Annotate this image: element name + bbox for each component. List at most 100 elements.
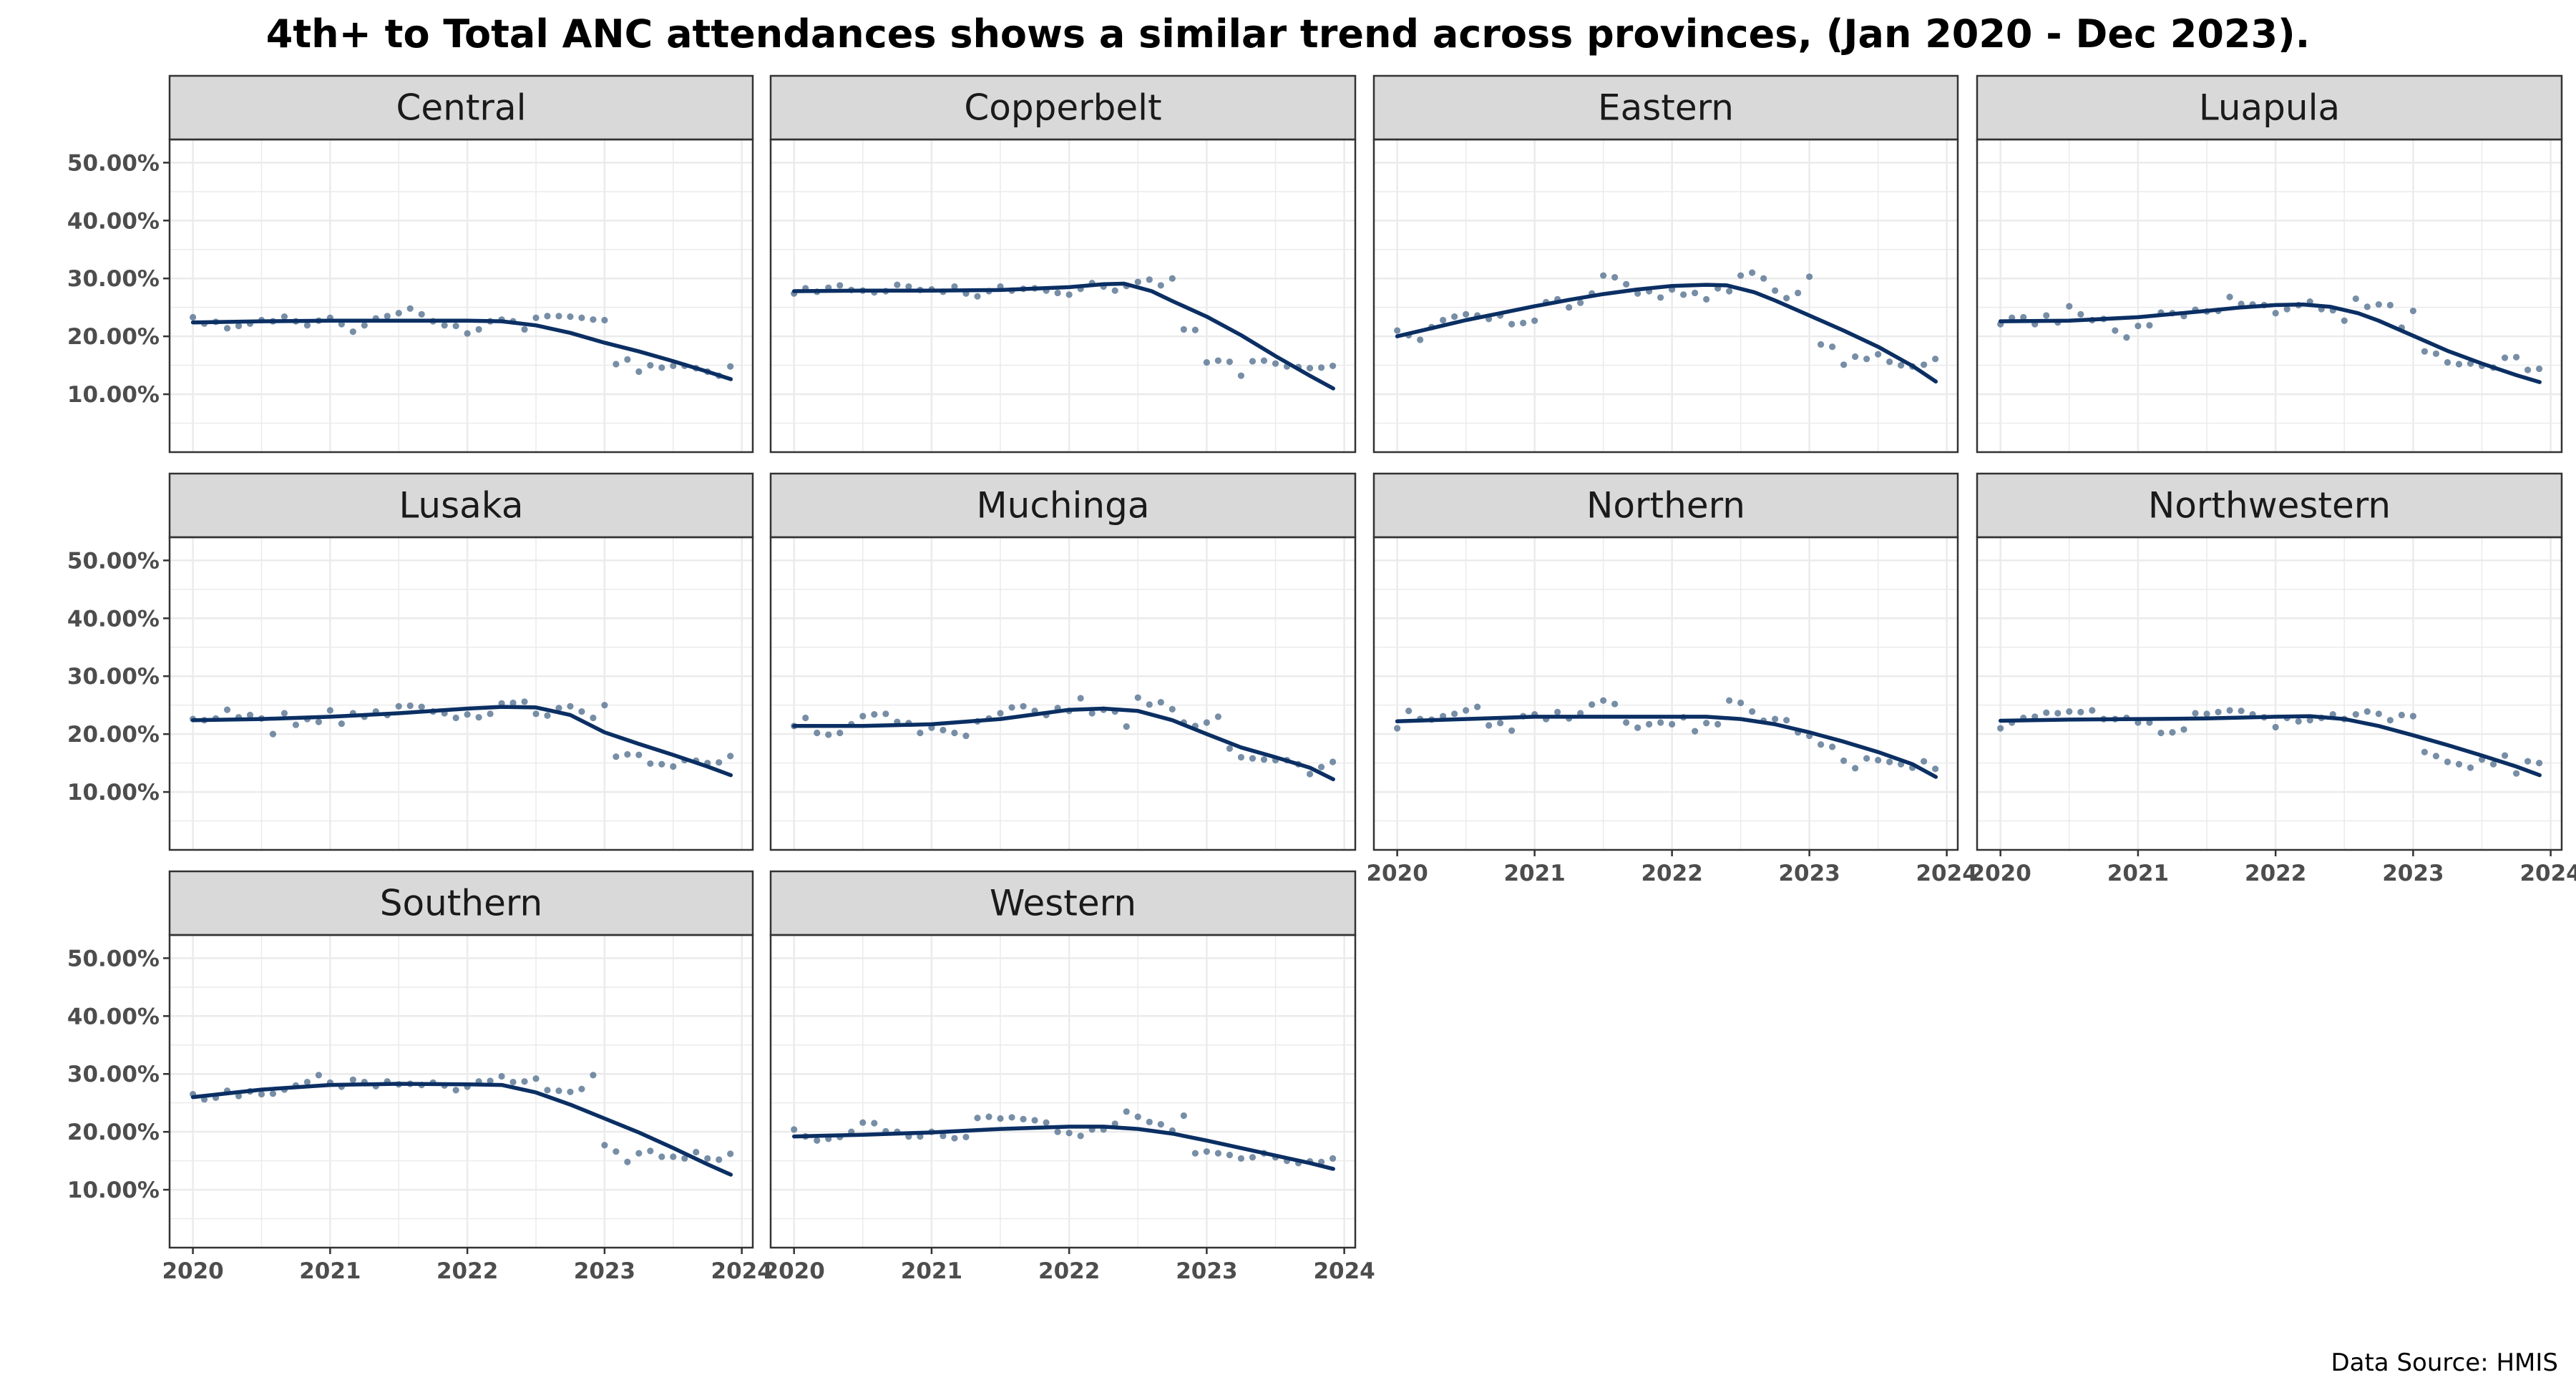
data-point [1214, 357, 1222, 364]
data-point [962, 732, 970, 740]
data-point [997, 1115, 1004, 1122]
panel-background [771, 537, 1355, 850]
panel-border [168, 138, 754, 454]
data-point [1554, 708, 1561, 715]
facet-strip [1372, 74, 1959, 141]
data-point [658, 364, 665, 371]
data-point [1249, 755, 1257, 762]
data-point [2089, 707, 2096, 714]
data-point [544, 1087, 551, 1094]
data-point [1818, 341, 1825, 348]
panel-border [168, 934, 754, 1249]
facet-label: Central [396, 87, 526, 129]
data-point [2512, 770, 2520, 777]
facet-label: Northern [1586, 485, 1745, 527]
data-point [1829, 343, 1836, 351]
data-point [1180, 326, 1187, 333]
data-point [1634, 290, 1641, 297]
panel-background [170, 140, 753, 452]
data-point [2524, 366, 2532, 373]
data-point [1508, 320, 1516, 328]
trend-line [791, 1125, 1335, 1171]
y-tick-label: 20.00% [67, 324, 160, 350]
data-point [1463, 310, 1470, 318]
trend-line [791, 281, 1335, 391]
chart-title: 4th+ to Total ANC attendances shows a si… [266, 11, 2311, 57]
data-point [951, 729, 958, 737]
data-point [681, 1155, 688, 1162]
x-tick-label: 2024 [2519, 861, 2576, 886]
data-point [2157, 729, 2165, 737]
data-point [716, 1156, 723, 1163]
data-point [2112, 327, 2119, 334]
data-point [303, 322, 311, 329]
data-point [1214, 713, 1222, 720]
data-point [658, 760, 665, 768]
data-point [487, 1077, 494, 1085]
data-point [802, 714, 809, 722]
data-point [1020, 1115, 1027, 1122]
data-point [475, 326, 482, 333]
data-point [836, 729, 844, 737]
data-point [1737, 272, 1745, 279]
data-point [1077, 695, 1084, 702]
data-point [2524, 758, 2532, 765]
data-point [1203, 719, 1210, 726]
trend-line [791, 706, 1335, 782]
data-point [613, 1148, 620, 1155]
data-point [2066, 708, 2073, 715]
x-tick-label: 2021 [299, 1258, 361, 1284]
data-point [578, 1085, 585, 1092]
data-point [704, 1155, 711, 1162]
data-point [1031, 1117, 1038, 1124]
data-point [1134, 694, 1141, 701]
data-point [1623, 280, 1630, 288]
data-point [814, 729, 821, 737]
data-point [2467, 764, 2474, 771]
data-point [567, 313, 574, 320]
data-point [498, 1072, 505, 1080]
data-point [1330, 362, 1337, 370]
data-point [1088, 710, 1096, 717]
data-point [1829, 743, 1836, 750]
trend-line [1998, 302, 2542, 384]
data-point [349, 1076, 356, 1083]
y-tick-label: 10.00% [67, 382, 160, 408]
data-point [532, 314, 540, 321]
panel-background [1374, 537, 1958, 850]
facet-strip [1976, 74, 2563, 141]
data-point [917, 729, 924, 737]
data-point [1330, 758, 1337, 765]
data-point [190, 313, 197, 321]
data-point [2180, 726, 2187, 733]
data-point [1749, 708, 1756, 715]
facet-strip [769, 472, 1357, 539]
panel-background [1977, 537, 2562, 850]
data-point [1054, 289, 1061, 297]
data-point [1646, 720, 1653, 728]
data-point [2077, 310, 2084, 318]
data-point [1157, 699, 1164, 706]
x-tick-label: 2021 [2107, 861, 2169, 886]
data-point [2238, 708, 2245, 715]
data-point [601, 1142, 608, 1149]
facet-western: Western 2020 2021 2022 2023 2024 [763, 870, 1375, 1284]
data-point [2352, 711, 2359, 718]
panel-border [769, 536, 1357, 851]
data-point [670, 763, 677, 770]
facet-panels: Central 10.00% 20.00% 30.00% 40.00% 50.00% Cop… [67, 74, 2576, 1284]
data-point [452, 1087, 459, 1094]
x-tick-label: 2020 [1366, 861, 1428, 886]
x-tick-label: 2024 [1916, 861, 1977, 886]
y-tick-label: 30.00% [67, 1062, 160, 1087]
data-point [2444, 358, 2451, 366]
data-point [1611, 274, 1619, 281]
data-point [635, 751, 643, 758]
data-point [1237, 753, 1245, 761]
data-point [2386, 301, 2394, 309]
data-point [1394, 725, 1401, 732]
data-point [2043, 312, 2050, 319]
data-point [1065, 1130, 1073, 1137]
data-point [1451, 313, 1458, 320]
data-point [2455, 760, 2463, 768]
